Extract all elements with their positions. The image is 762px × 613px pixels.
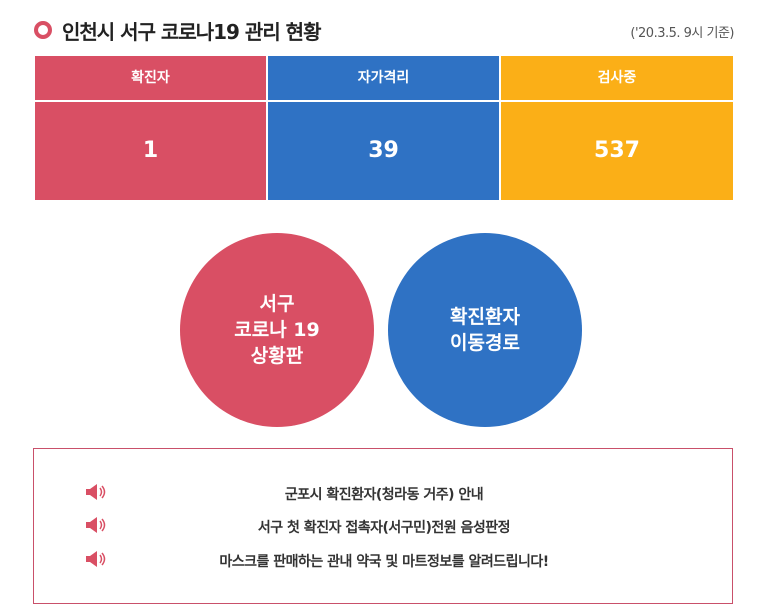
stat-testing: 검사중 537	[501, 56, 733, 200]
stat-quarantine: 자가격리 39	[268, 56, 499, 200]
speaker-icon	[86, 517, 106, 533]
speaker-icon	[86, 484, 106, 500]
button-line: 이동경로	[450, 332, 520, 354]
button-line: 코로나 19	[234, 319, 320, 341]
button-line: 서구	[259, 293, 295, 315]
date-note: ('20.3.5. 9시 기준)	[630, 26, 734, 41]
stat-value: 537	[594, 138, 640, 163]
stat-label: 검사중	[501, 56, 733, 102]
notice-box: 군포시 확진환자(청라동 거주) 안내 서구 첫 확진자 접촉자(서구민)전원 …	[33, 448, 733, 604]
speaker-icon	[86, 551, 106, 567]
stat-label: 자가격리	[268, 56, 499, 102]
notice-item[interactable]: 서구 첫 확진자 접촉자(서구민)전원 음성판정	[34, 517, 734, 537]
stat-value: 39	[368, 138, 399, 163]
page-title: 인천시 서구 코로나19 관리 현황	[62, 20, 321, 44]
notice-text: 마스크를 판매하는 관내 약국 및 마트정보를 알려드립니다!	[219, 554, 549, 570]
notice-text: 군포시 확진환자(청라동 거주) 안내	[284, 487, 484, 503]
route-button[interactable]: 확진환자 이동경로	[388, 233, 582, 427]
stat-value: 1	[142, 138, 159, 163]
status-board-button[interactable]: 서구 코로나 19 상황판	[180, 233, 374, 427]
notice-item[interactable]: 마스크를 판매하는 관내 약국 및 마트정보를 알려드립니다!	[34, 551, 734, 571]
stat-label: 확진자	[35, 56, 266, 102]
stat-confirmed: 확진자 1	[35, 56, 266, 200]
title-icon	[34, 21, 52, 39]
button-line: 상황판	[250, 345, 304, 367]
notice-text: 서구 첫 확진자 접촉자(서구민)전원 음성판정	[257, 520, 511, 536]
button-line: 확진환자	[450, 306, 520, 328]
notice-item[interactable]: 군포시 확진환자(청라동 거주) 안내	[34, 484, 734, 504]
